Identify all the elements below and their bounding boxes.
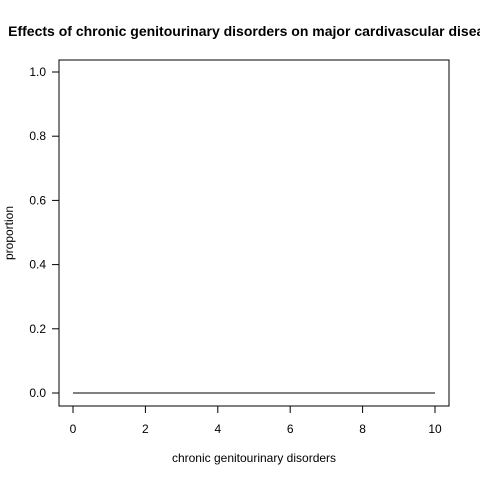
- x-tick-label: 0: [70, 422, 77, 436]
- x-tick-label: 8: [359, 422, 366, 436]
- plot-frame: [58, 59, 450, 407]
- y-tick-label: 0.6: [29, 193, 46, 207]
- y-tick-label: 0.8: [29, 129, 46, 143]
- x-tick-label: 4: [214, 422, 221, 436]
- x-axis-label: chronic genitourinary disorders: [172, 451, 336, 465]
- x-tick-label: 10: [428, 422, 442, 436]
- y-axis: 0.0 0.2 0.4 0.6 0.8 1.0: [29, 65, 59, 400]
- x-tick-label: 2: [142, 422, 149, 436]
- y-tick-label: 1.0: [29, 65, 46, 79]
- y-tick-label: 0.2: [29, 322, 46, 336]
- y-axis-label: proportion: [2, 206, 16, 260]
- x-tick-label: 6: [287, 422, 294, 436]
- y-tick-label: 0.4: [29, 258, 46, 272]
- chart-title: Effects of chronic genitourinary disorde…: [8, 23, 480, 39]
- x-axis: 0 2 4 6 8 10: [70, 406, 442, 436]
- y-tick-label: 0.0: [29, 386, 46, 400]
